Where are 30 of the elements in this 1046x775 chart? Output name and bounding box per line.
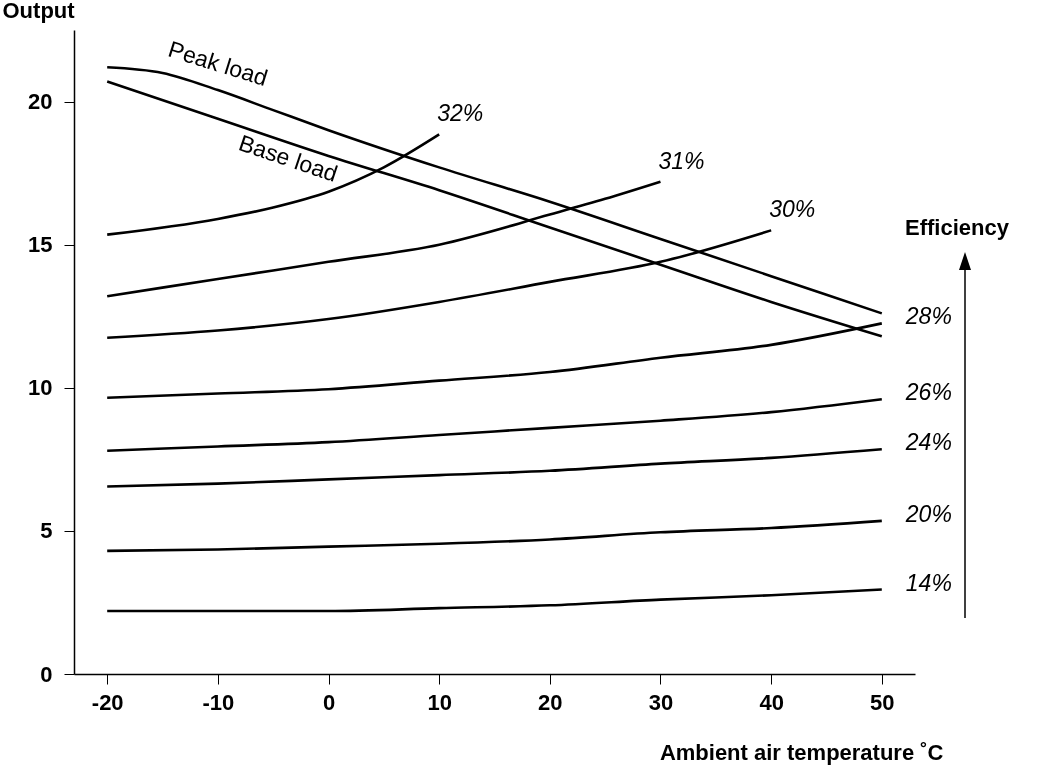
y-tick-label: 10 [28,375,53,401]
y-tick-label: 15 [28,232,53,258]
y-tick-label: 0 [40,661,53,687]
series-label: 31% [658,147,705,174]
x-tick-label: -10 [202,689,235,715]
text: Base load [235,129,341,187]
series-label: 28% [904,303,952,330]
text: Peak load [165,35,271,91]
y-tick-label: 5 [40,518,53,544]
y-axis-title: Output [2,0,76,23]
series-label: 30% [769,196,816,223]
x-tick-label: 50 [870,689,895,715]
line-series [105,448,884,488]
line-series [105,397,884,453]
x-tick-label: -20 [91,689,124,715]
line-series [105,588,884,613]
x-tick-label: 20 [538,689,563,715]
series-label: 14% [905,569,952,596]
series-label: 26% [904,379,952,406]
series-label: 24% [904,429,952,456]
annotation: Efficiency [905,215,1009,241]
y-tick-label: 20 [28,89,53,115]
x-tick-label: 30 [648,689,674,715]
x-axis-title: Ambient air temperature ˚C [659,739,944,765]
line-series [105,519,884,553]
x-tick-label: 40 [759,689,784,715]
series-label: 20% [904,500,952,527]
series-label: 32% [437,100,484,127]
x-tick-label: 10 [427,689,452,715]
x-tick-label: 0 [322,689,336,715]
